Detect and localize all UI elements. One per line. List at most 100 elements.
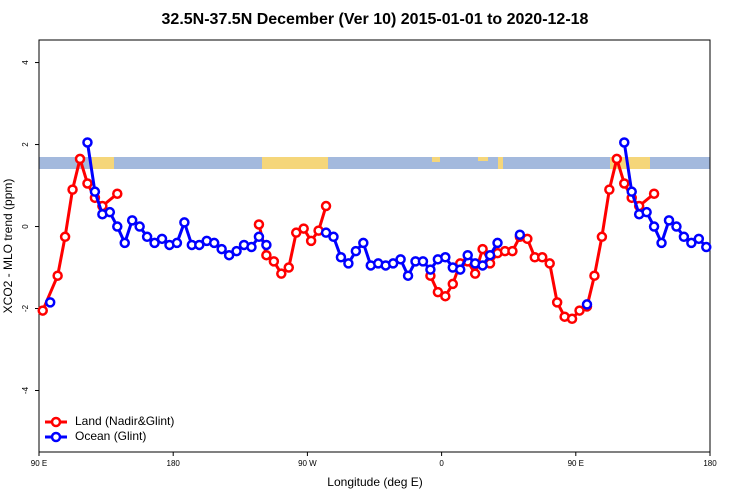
legend-marker [50, 431, 62, 443]
data-point [82, 137, 93, 148]
data-point [104, 206, 116, 218]
data-point [253, 219, 265, 230]
data-point [261, 249, 272, 261]
legend-marker [50, 416, 62, 428]
data-point [343, 258, 354, 269]
data-point [298, 223, 309, 234]
x-tick-label: 0 [439, 459, 444, 468]
data-point [268, 256, 280, 267]
y-tick-label: -2 [21, 304, 30, 312]
data-point [335, 252, 347, 263]
data-point [59, 231, 71, 243]
legend-label: Ocean (Glint) [75, 429, 146, 443]
land-ocean-strip [39, 157, 710, 169]
data-point [261, 239, 272, 251]
data-point [231, 245, 242, 257]
data-point [134, 221, 145, 232]
data-point [37, 305, 48, 316]
data-point [469, 268, 481, 279]
data-point [328, 231, 339, 243]
data-point [566, 313, 578, 325]
data-point [141, 231, 153, 243]
data-point [611, 153, 623, 165]
data-point [290, 227, 302, 238]
series [44, 137, 712, 310]
data-point [656, 237, 667, 249]
data-point [149, 237, 160, 249]
series [37, 153, 660, 325]
x-axis-label: Longitude (deg E) [327, 475, 422, 489]
data-point [432, 286, 444, 298]
data-point [119, 237, 130, 249]
legend-label: Land (Nadir&Glint) [75, 414, 174, 428]
data-point [440, 290, 451, 302]
data-point [358, 237, 369, 249]
data-point [320, 200, 332, 212]
data-point [440, 252, 451, 263]
data-point [82, 178, 93, 189]
data-point [663, 215, 675, 226]
data-point [484, 249, 496, 261]
land-strip [92, 157, 114, 169]
data-point [194, 239, 205, 251]
y-axis-label: XCO2 - MLO trend (ppm) [1, 179, 15, 314]
x-tick-label: 90 E [568, 459, 584, 468]
data-point [693, 233, 705, 245]
land-strip [432, 157, 440, 162]
data-point [179, 217, 190, 228]
data-point [246, 241, 257, 253]
data-point [492, 237, 503, 249]
data-point [447, 278, 459, 290]
x-tick-label: 90 E [31, 459, 47, 468]
data-point [320, 227, 332, 238]
data-point [619, 137, 630, 148]
y-tick-label: 0 [21, 224, 30, 229]
data-point [402, 270, 414, 281]
data-point [596, 231, 608, 243]
data-point [551, 297, 563, 308]
x-tick-label: 90 W [298, 459, 317, 468]
data-point [574, 305, 585, 316]
data-point [417, 256, 429, 267]
data-point [112, 188, 123, 199]
land-strip [262, 157, 328, 169]
data-point [581, 299, 593, 310]
data-point [477, 260, 488, 271]
data-point [641, 206, 652, 218]
data-point [208, 237, 220, 249]
data-point [701, 241, 712, 253]
data-point [686, 237, 697, 249]
data-point [514, 229, 526, 240]
data-point [537, 252, 548, 263]
data-point [44, 297, 56, 308]
y-tick-label: -4 [21, 386, 30, 394]
data-point [454, 264, 466, 275]
data-point [156, 233, 168, 245]
data-point [671, 221, 682, 232]
data-point [52, 270, 63, 281]
data-point [283, 262, 295, 273]
data-point [626, 186, 637, 197]
data-point [350, 245, 362, 257]
data-point [395, 254, 406, 265]
land-strip [498, 157, 503, 169]
data-point [604, 184, 615, 195]
data-point [462, 249, 473, 261]
data-point [216, 243, 227, 255]
y-tick-label: 4 [21, 60, 30, 65]
land-strip [478, 157, 488, 161]
y-tick-label: 2 [21, 142, 30, 147]
data-point [507, 245, 518, 257]
data-point [387, 258, 399, 269]
data-point [305, 235, 317, 247]
data-point [89, 186, 101, 197]
data-point [589, 270, 600, 281]
data-point [171, 237, 183, 249]
data-point [67, 184, 78, 195]
data-point [678, 231, 690, 243]
ocean-strip [39, 157, 710, 169]
data-point [276, 268, 287, 279]
data-point [648, 221, 660, 232]
data-point [648, 188, 660, 199]
